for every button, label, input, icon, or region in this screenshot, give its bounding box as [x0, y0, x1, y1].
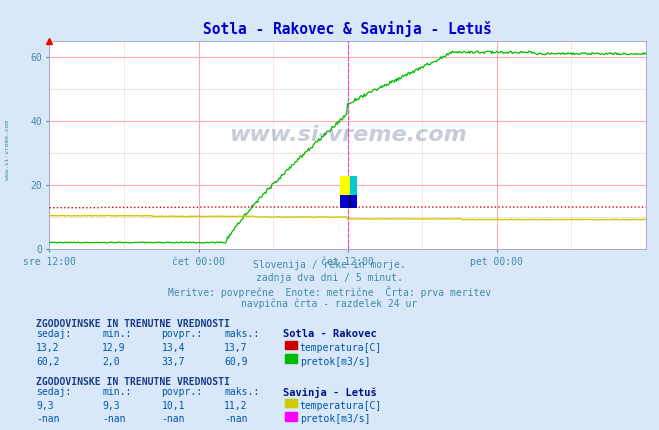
- Text: 10,1: 10,1: [161, 401, 185, 411]
- Bar: [341, 175, 357, 208]
- Text: -nan: -nan: [224, 415, 248, 424]
- Text: povpr.:: povpr.:: [161, 329, 202, 339]
- Title: Sotla - Rakovec & Savinja - Letuš: Sotla - Rakovec & Savinja - Letuš: [203, 20, 492, 37]
- Text: -nan: -nan: [161, 415, 185, 424]
- Text: sedaj:: sedaj:: [36, 329, 71, 339]
- Text: 12,9: 12,9: [102, 343, 126, 353]
- Text: pretok[m3/s]: pretok[m3/s]: [300, 356, 370, 367]
- Text: 13,7: 13,7: [224, 343, 248, 353]
- Text: 9,3: 9,3: [102, 401, 120, 411]
- Text: 11,2: 11,2: [224, 401, 248, 411]
- Text: www.si-vreme.com: www.si-vreme.com: [5, 120, 11, 181]
- Text: sedaj:: sedaj:: [36, 387, 71, 397]
- Text: povpr.:: povpr.:: [161, 387, 202, 397]
- Text: ZGODOVINSKE IN TRENUTNE VREDNOSTI: ZGODOVINSKE IN TRENUTNE VREDNOSTI: [36, 319, 230, 329]
- Text: min.:: min.:: [102, 387, 132, 397]
- Text: 13,2: 13,2: [36, 343, 60, 353]
- Text: ZGODOVINSKE IN TRENUTNE VREDNOSTI: ZGODOVINSKE IN TRENUTNE VREDNOSTI: [36, 377, 230, 387]
- Text: 60,2: 60,2: [36, 356, 60, 367]
- Text: temperatura[C]: temperatura[C]: [300, 401, 382, 411]
- Bar: [349, 195, 351, 208]
- Text: Sotla - Rakovec: Sotla - Rakovec: [283, 329, 377, 339]
- Text: 60,9: 60,9: [224, 356, 248, 367]
- Bar: [341, 195, 357, 208]
- Text: pretok[m3/s]: pretok[m3/s]: [300, 415, 370, 424]
- Text: Meritve: povprečne  Enote: metrične  Črta: prva meritev: Meritve: povprečne Enote: metrične Črta:…: [168, 286, 491, 298]
- Text: navpična črta - razdelek 24 ur: navpična črta - razdelek 24 ur: [241, 299, 418, 309]
- Text: 13,4: 13,4: [161, 343, 185, 353]
- Text: zadnja dva dni / 5 minut.: zadnja dva dni / 5 minut.: [256, 273, 403, 283]
- Text: Slovenija / reke in morje.: Slovenija / reke in morje.: [253, 260, 406, 270]
- Text: 33,7: 33,7: [161, 356, 185, 367]
- Text: 2,0: 2,0: [102, 356, 120, 367]
- Text: -nan: -nan: [36, 415, 60, 424]
- Text: maks.:: maks.:: [224, 387, 259, 397]
- Text: 9,3: 9,3: [36, 401, 54, 411]
- Text: maks.:: maks.:: [224, 329, 259, 339]
- Text: min.:: min.:: [102, 329, 132, 339]
- Text: -nan: -nan: [102, 415, 126, 424]
- Bar: [350, 175, 357, 208]
- Text: www.si-vreme.com: www.si-vreme.com: [229, 125, 467, 145]
- Text: Savinja - Letuš: Savinja - Letuš: [283, 387, 377, 398]
- Text: temperatura[C]: temperatura[C]: [300, 343, 382, 353]
